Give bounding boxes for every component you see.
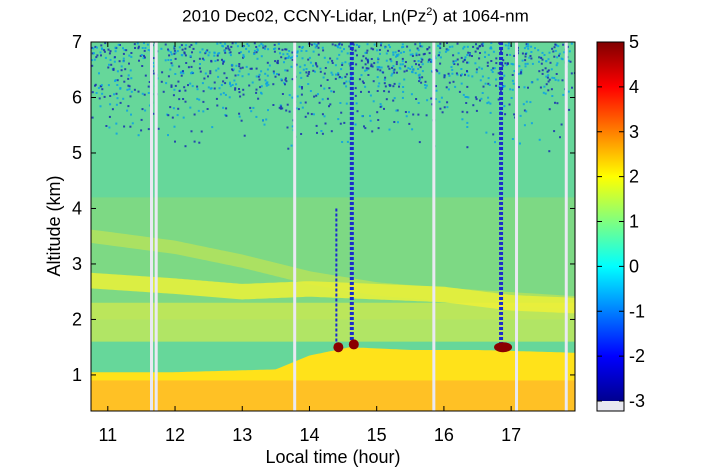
y-tick-label: 5 [72,143,82,163]
x-tick-label: 12 [165,425,185,445]
x-tick-label: 15 [367,425,387,445]
x-tick-label: 16 [434,425,454,445]
y-axis-label: Altitude (km) [44,175,64,276]
colorbar-tick-label: -2 [629,346,645,366]
data-gap [515,42,519,411]
lower-layer [91,302,575,342]
x-tick-label: 11 [98,425,117,445]
x-axis-label: Local time (hour) [265,447,400,467]
colorbar-tick-label: -3 [629,391,645,411]
colorbar-tick-label: -1 [629,301,645,321]
colorbar-tick-label: 0 [629,256,639,276]
near-surface-layer [91,380,575,411]
plot-frame [90,41,576,412]
plot-area [91,42,575,411]
colorbar-tick-label: 1 [629,212,639,232]
cloud-base [494,342,513,353]
cloud-base [348,339,359,350]
x-axis: 11 12 13 14 15 16 17 [98,42,521,445]
y-tick-label: 6 [72,87,82,107]
colorbar-tick-label: 2 [629,167,639,187]
y-tick-label: 1 [72,365,82,385]
x-tick-label: 17 [501,425,521,445]
chart-title: 2010 Dec02, CCNY-Lidar, Ln(Pz2) at 1064-… [182,6,529,26]
data-gap [293,42,297,411]
colorbar-frame [596,41,625,412]
y-axis: 1 2 3 4 5 6 7 [72,32,575,385]
y-tick-label: 3 [72,254,82,274]
x-tick-label: 13 [232,425,252,445]
colorbar-tick-label: 3 [629,122,639,142]
data-gap [432,42,436,411]
y-tick-label: 7 [72,32,82,52]
colorbar-tick-label: 5 [629,32,639,52]
colorbar-tick-label: 4 [629,77,639,97]
y-tick-label: 2 [72,309,82,329]
data-gap [564,42,568,411]
data-gap [150,42,153,411]
colorbar-nodata [597,401,624,411]
x-tick-label: 14 [299,425,319,445]
cloud-base [333,342,344,353]
y-tick-label: 4 [72,198,82,218]
colorbar-axis: 5 4 3 2 1 0 -1 -2 -3 [597,32,645,411]
data-gap [154,42,158,411]
